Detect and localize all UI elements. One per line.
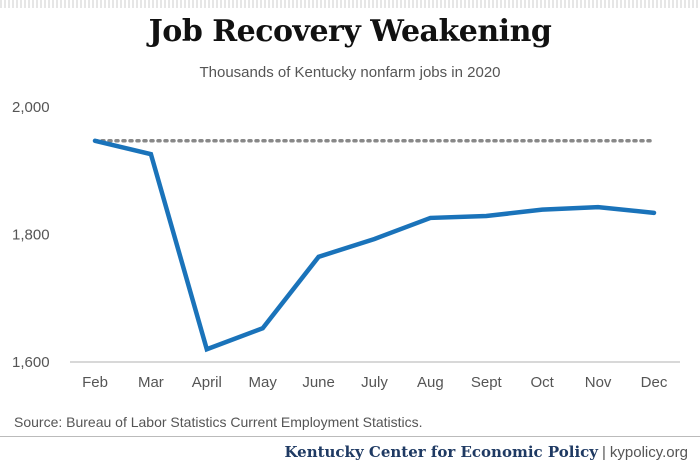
data-point — [373, 237, 376, 241]
y-tick-label: 1,600 — [12, 354, 50, 371]
x-tick-label: April — [192, 374, 222, 391]
x-tick-label: June — [302, 374, 335, 391]
chart-title: Job Recovery Weakening — [148, 14, 552, 49]
footer-separator: | — [602, 444, 606, 461]
data-point — [652, 211, 656, 215]
x-tick-label: May — [249, 374, 278, 391]
data-point — [429, 216, 432, 220]
x-tick-label: Nov — [585, 374, 612, 391]
footer-credit: Kentucky Center for Economic Policy | kypo… — [284, 443, 688, 461]
data-point — [541, 208, 544, 211]
org-name: Kentucky Center for Economic Policy — [284, 443, 598, 461]
x-tick-label: Oct — [531, 374, 555, 391]
x-tick-label: July — [361, 374, 388, 391]
top-decorative-strip — [0, 0, 700, 8]
footer-divider — [0, 436, 700, 437]
data-point — [93, 139, 97, 142]
x-tick-label: Dec — [641, 374, 668, 391]
x-tick-label: Sept — [471, 374, 503, 391]
org-website: kypolicy.org — [609, 444, 688, 461]
series-line — [92, 138, 657, 353]
data-point — [261, 327, 264, 330]
line-chart: 1,600 1,800 2,000 Feb Mar April May June July Aug… — [12, 99, 680, 391]
source-note: Source: Bureau of Labor Statistics Curre… — [14, 414, 423, 430]
data-point — [317, 255, 320, 259]
x-tick-label: Mar — [138, 374, 164, 391]
data-point — [205, 348, 208, 351]
data-point — [485, 214, 488, 218]
x-tick-label: Aug — [417, 374, 444, 391]
data-point — [149, 152, 153, 156]
x-tick-label: Feb — [82, 374, 108, 391]
y-tick-label: 2,000 — [12, 99, 50, 116]
y-tick-label: 1,800 — [12, 227, 50, 244]
data-point — [596, 205, 600, 209]
chart-subtitle: Thousands of Kentucky nonfarm jobs in 20… — [199, 64, 501, 81]
